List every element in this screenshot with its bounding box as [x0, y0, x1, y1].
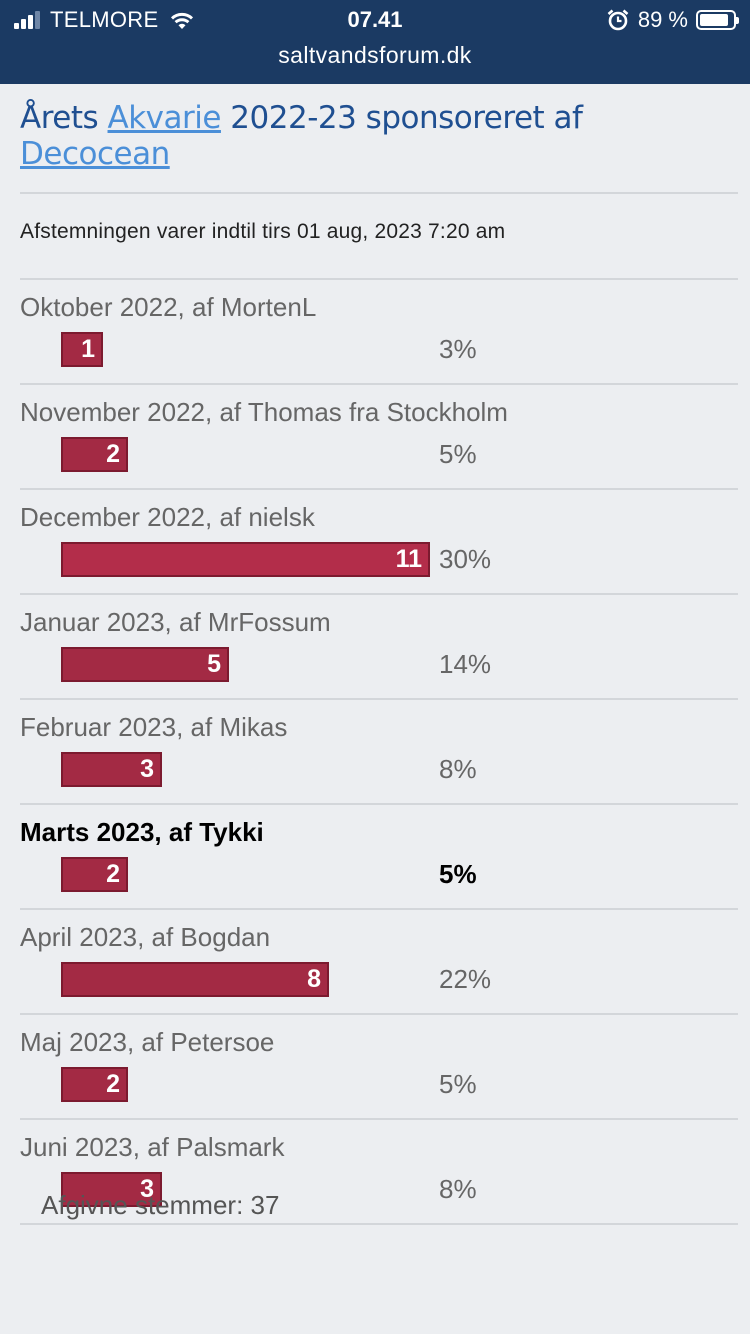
vote-bar: 11: [61, 542, 430, 577]
vote-bar: 2: [61, 857, 128, 892]
poll-option-label: Juni 2023, af Palsmark: [20, 1132, 285, 1162]
total-votes: Afgivne stemmer: 37: [41, 1190, 280, 1220]
clock: 07.41: [347, 7, 403, 32]
poll-option: April 2023, af Bogdan 8 22%: [20, 910, 738, 1015]
top-bar: TELMORE 07.41 89 % saltvandsforum.dk: [0, 0, 750, 84]
vote-count: 11: [395, 545, 422, 573]
status-bar: TELMORE 07.41 89 %: [0, 0, 750, 40]
poll-option-label: December 2022, af nielsk: [20, 502, 315, 532]
poll-end-date: Afstemningen varer indtil tirs 01 aug, 2…: [20, 194, 738, 280]
vote-count: 2: [106, 440, 120, 468]
poll-option: Oktober 2022, af MortenL 1 3%: [20, 280, 738, 385]
poll-option-label: Marts 2023, af Tykki: [20, 817, 264, 847]
vote-percent: 8%: [439, 1174, 477, 1204]
vote-percent: 30%: [439, 544, 492, 574]
vote-bar: 3: [61, 752, 162, 787]
vote-count: 3: [140, 1175, 154, 1203]
poll-panel: Årets Akvarie 2022-23 sponsoreret af Dec…: [20, 84, 738, 1225]
vote-bar: 3: [61, 1172, 162, 1207]
poll-title: Årets Akvarie 2022-23 sponsoreret af Dec…: [20, 84, 738, 194]
vote-count: 5: [207, 650, 221, 678]
wifi-icon: [171, 12, 194, 29]
vote-percent: 22%: [439, 964, 492, 994]
akvarie-link[interactable]: Akvarie: [107, 100, 222, 136]
battery-icon: [696, 10, 739, 30]
poll-option: December 2022, af nielsk 11 30%: [20, 490, 738, 595]
poll-option: Marts 2023, af Tykki 2 5%: [20, 805, 738, 910]
vote-percent: 5%: [439, 1069, 477, 1099]
vote-percent: 8%: [439, 754, 477, 784]
poll-option-label: November 2022, af Thomas fra Stockholm: [20, 397, 508, 427]
vote-bar: 5: [61, 647, 229, 682]
vote-count: 3: [140, 755, 154, 783]
vote-percent: 14%: [439, 649, 492, 679]
signal-icon: [14, 11, 42, 29]
vote-bar: 8: [61, 962, 329, 997]
poll-option: November 2022, af Thomas fra Stockholm 2 5…: [20, 385, 738, 490]
poll-option: Maj 2023, af Petersoe 2 5%: [20, 1015, 738, 1120]
alarm-icon: [607, 9, 629, 31]
poll-option-label: Oktober 2022, af MortenL: [20, 292, 317, 322]
vote-count: 2: [106, 860, 120, 888]
vote-percent: 3%: [439, 334, 477, 364]
vote-count: 8: [307, 965, 321, 993]
vote-percent: 5%: [439, 859, 477, 889]
poll-option: Februar 2023, af Mikas 3 8%: [20, 700, 738, 805]
poll-option-label: April 2023, af Bogdan: [20, 922, 271, 952]
decocean-link[interactable]: Decocean: [20, 136, 170, 172]
vote-bar: 2: [61, 437, 128, 472]
poll-option: Januar 2023, af MrFossum 5 14%: [20, 595, 738, 700]
vote-bar: 1: [61, 332, 103, 367]
title-text-1: Årets: [20, 100, 108, 136]
vote-bar: 2: [61, 1067, 128, 1102]
carrier-name: TELMORE: [50, 7, 159, 32]
vote-percent: 5%: [439, 439, 477, 469]
poll-options: Oktober 2022, af MortenL 1 3% November 2022…: [20, 280, 738, 1225]
vote-count: 1: [81, 335, 95, 363]
battery-fill: [700, 14, 728, 26]
battery-percent: 89 %: [637, 7, 688, 32]
poll-option: Juni 2023, af Palsmark 3 8%: [20, 1120, 738, 1225]
status-left: TELMORE: [14, 0, 196, 40]
poll-option-label: Maj 2023, af Petersoe: [20, 1027, 275, 1057]
title-text-2: 2022-23 sponsoreret af: [220, 100, 583, 136]
vote-count: 2: [106, 1070, 120, 1098]
poll-option-label: Januar 2023, af MrFossum: [20, 607, 331, 637]
poll-option-label: Februar 2023, af Mikas: [20, 712, 288, 742]
status-right: 89 %: [606, 0, 739, 40]
address-bar[interactable]: saltvandsforum.dk: [278, 42, 472, 68]
